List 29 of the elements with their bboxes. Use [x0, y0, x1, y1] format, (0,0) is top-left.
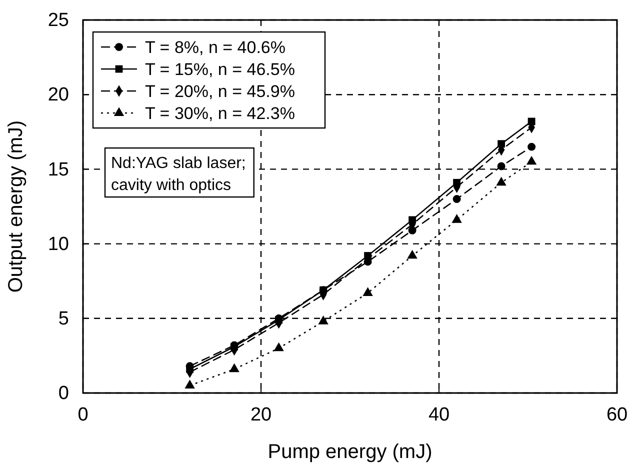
point [496, 176, 506, 186]
legend-label: T = 20%, n = 45.9% [145, 82, 295, 101]
point [497, 162, 506, 170]
y-tick-label: 10 [48, 234, 69, 255]
legend-label: T = 30%, n = 42.3% [145, 104, 295, 123]
x-tick-label: 20 [250, 404, 272, 426]
point [318, 316, 328, 324]
point [362, 287, 373, 296]
point [452, 214, 462, 223]
point [184, 380, 195, 388]
y-tick-label: 25 [48, 10, 69, 32]
legend-label: T = 8%, n = 40.6% [145, 38, 286, 57]
annotation: Nd:YAG slab laser; cavity with optics [111, 155, 246, 194]
point [528, 142, 536, 151]
point [407, 250, 418, 259]
x-tick-label: 40 [428, 404, 450, 426]
point [229, 363, 240, 372]
x-tick-label: 0 [78, 404, 88, 426]
x-axis-title: Pump energy (mJ) [268, 441, 432, 463]
x-tick-label: 60 [606, 404, 628, 426]
y-tick-label: 20 [48, 84, 69, 106]
point [526, 156, 537, 165]
point [452, 195, 461, 204]
y-axis-title: Output energy (mJ) [5, 120, 27, 293]
y-tick-label: 5 [58, 308, 69, 330]
legend-label: T = 15%, n = 46.5% [145, 60, 295, 79]
point [274, 342, 284, 352]
y-tick-label: 0 [58, 383, 69, 404]
y-tick-label: 15 [48, 159, 69, 180]
